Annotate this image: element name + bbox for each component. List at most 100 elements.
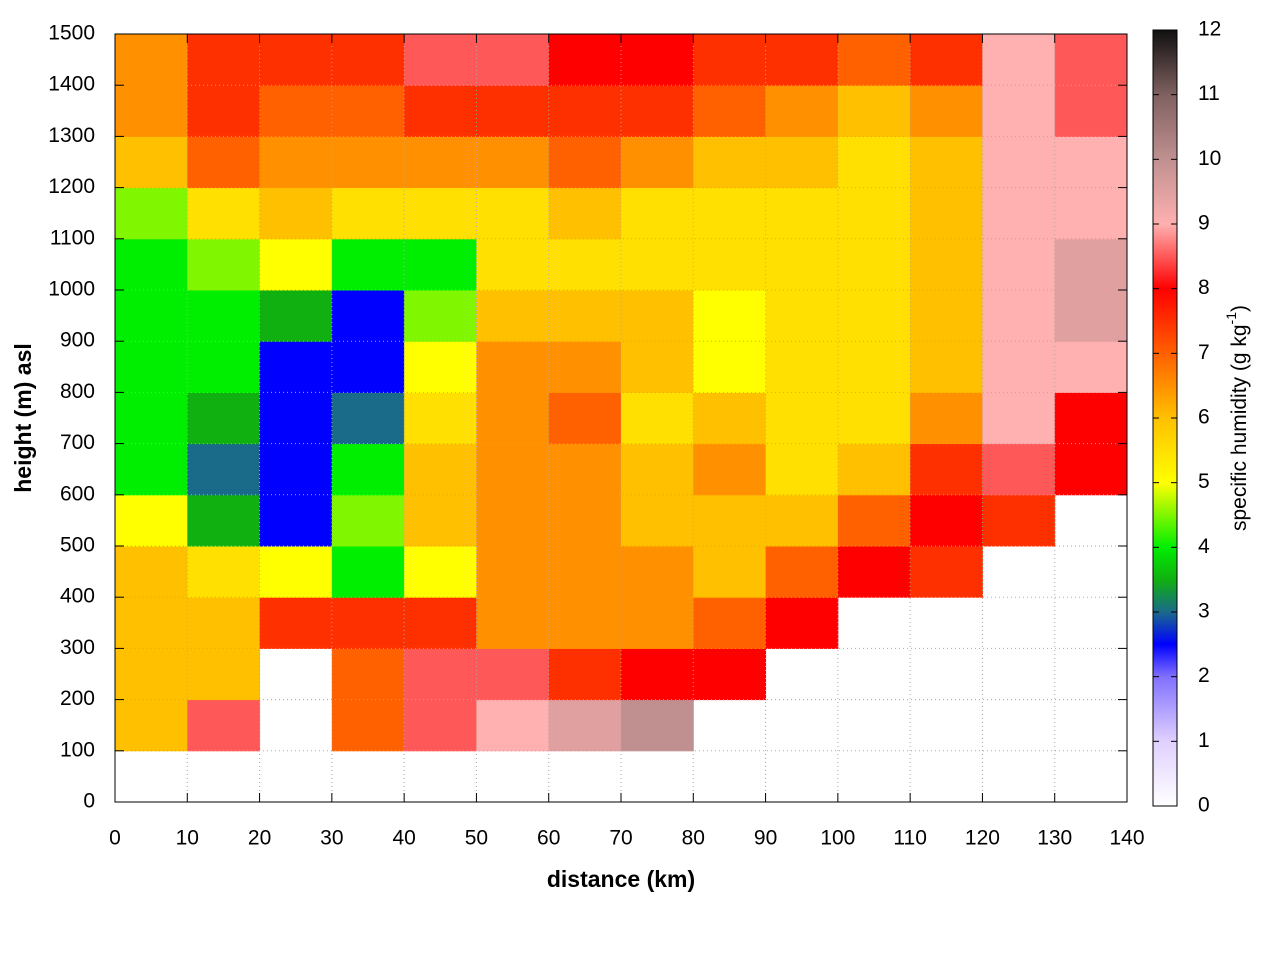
heatmap-cell: [187, 290, 261, 342]
heatmap-cell: [476, 290, 550, 342]
heatmap-cell: [331, 546, 405, 598]
heatmap-cell: [910, 290, 983, 342]
heatmap-cell: [982, 136, 1056, 189]
y-tick-label: 700: [60, 431, 95, 454]
heatmap-cell: [259, 290, 333, 342]
heatmap-cell: [548, 341, 622, 393]
colorbar-tick-label: 5: [1198, 470, 1210, 493]
heatmap-cell: [765, 187, 839, 240]
heatmap-cell: [187, 648, 261, 701]
heatmap-cell: [982, 85, 1056, 137]
heatmap-cell: [621, 34, 694, 86]
heatmap-cell: [837, 341, 911, 393]
heatmap-cell: [476, 341, 550, 393]
heatmap-cell: [548, 648, 622, 701]
colorbar-label-superscript: -1: [1223, 312, 1239, 325]
heatmap-cell: [693, 238, 767, 291]
y-tick-label: 600: [60, 482, 95, 505]
plot-frame: [114, 33, 1128, 803]
heatmap-cell: [404, 648, 477, 701]
heatmap-cell: [331, 136, 405, 189]
heatmap-cell: [331, 341, 405, 393]
heatmap-cell: [910, 85, 983, 137]
heatmap-cell: [621, 546, 694, 598]
heatmap-cell: [837, 34, 911, 86]
colorbar-tick-label: 8: [1198, 276, 1210, 299]
heatmap-cell: [115, 85, 188, 137]
heatmap-cell: [693, 494, 767, 547]
heatmap-cell: [765, 443, 839, 496]
axes: 0 10 20 30 40 50 60 70 80 90 100 110 120 130 140010020…: [48, 22, 1144, 850]
heatmap-cell: [476, 546, 550, 598]
x-tick-label: 70: [609, 827, 632, 850]
heatmap-cell: [331, 597, 405, 649]
heatmap-cell: [910, 34, 983, 86]
heatmap-cell: [404, 238, 477, 291]
x-tick-label: 140: [1109, 827, 1144, 850]
colorbar-tick-label: 6: [1198, 406, 1210, 429]
heatmap-cell: [693, 34, 767, 86]
heatmap-cell: [187, 443, 261, 496]
heatmap-cell: [187, 85, 261, 137]
heatmap-cell: [404, 392, 477, 445]
x-tick-label: 30: [320, 827, 343, 850]
heatmap-cell: [1054, 136, 1128, 189]
heatmap-cell: [259, 392, 333, 445]
heatmap-cell: [187, 699, 261, 752]
heatmap-cell: [259, 546, 333, 598]
heatmap-cell: [765, 290, 839, 342]
heatmap-cell: [1054, 392, 1128, 445]
heatmap-cell: [982, 443, 1056, 496]
heatmap-cell: [837, 290, 911, 342]
heatmap-cell: [476, 34, 550, 86]
heatmap-cell: [548, 290, 622, 342]
heatmap-cell: [910, 546, 983, 598]
heatmap-cell: [259, 597, 333, 649]
heatmap-cell: [548, 699, 622, 752]
colorbar-tick-label: 4: [1198, 535, 1210, 558]
heatmap-cell: [693, 341, 767, 393]
heatmap-cell: [548, 136, 622, 189]
heatmap-cell: [548, 597, 622, 649]
heatmap-cell: [765, 85, 839, 137]
heatmap-cell: [837, 136, 911, 189]
heatmap-cell: [259, 443, 333, 496]
heatmap-cell: [404, 699, 477, 752]
y-tick-label: 500: [60, 534, 95, 557]
heatmap-cell: [548, 392, 622, 445]
heatmap-cell: [621, 494, 694, 547]
x-tick-label: 120: [965, 827, 1000, 850]
colorbar-tick-label: 12: [1198, 18, 1221, 41]
x-tick-label: 40: [392, 827, 415, 850]
colorbar-label-suffix: ): [1228, 305, 1251, 312]
heatmap-cell: [1054, 85, 1128, 137]
heatmap-cell: [910, 494, 983, 547]
heatmap-cell: [910, 136, 983, 189]
colorbar-label-text: specific humidity (g kg: [1228, 324, 1251, 531]
colorbar-tick-label: 3: [1198, 600, 1210, 623]
heatmap-cell: [693, 597, 767, 649]
heatmap: [115, 34, 1128, 752]
y-tick-label: 1500: [48, 22, 95, 45]
heatmap-cell: [765, 392, 839, 445]
heatmap-cell: [621, 597, 694, 649]
heatmap-cell: [331, 494, 405, 547]
y-tick-label: 800: [60, 380, 95, 403]
heatmap-cell: [982, 341, 1056, 393]
y-tick-label: 1100: [50, 226, 95, 249]
heatmap-cell: [115, 494, 188, 547]
colorbar-tick-label: 10: [1198, 147, 1221, 170]
y-tick-label: 400: [60, 585, 95, 608]
heatmap-cell: [765, 494, 839, 547]
heatmap-cell: [331, 648, 405, 701]
heatmap-cell: [910, 443, 983, 496]
heatmap-cell: [548, 443, 622, 496]
heatmap-cell: [837, 392, 911, 445]
x-tick-label: 90: [754, 827, 777, 850]
heatmap-cell: [259, 494, 333, 547]
heatmap-cell: [621, 290, 694, 342]
heatmap-cell: [693, 546, 767, 598]
heatmap-cell: [115, 546, 188, 598]
heatmap-cell: [693, 648, 767, 701]
heatmap-cell: [693, 187, 767, 240]
